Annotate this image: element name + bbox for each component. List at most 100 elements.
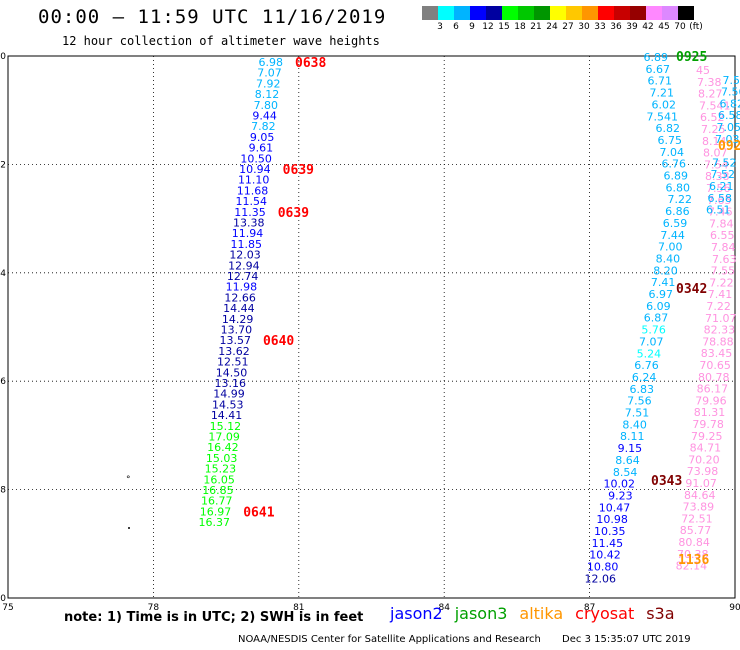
swh-value: 15.23 bbox=[205, 463, 237, 476]
swh-value: 10.50 bbox=[240, 152, 272, 165]
swh-value: 14.29 bbox=[222, 313, 254, 326]
swh-value: 15.12 bbox=[210, 420, 242, 433]
swh-value: 16.85 bbox=[202, 484, 234, 497]
color-swatch bbox=[630, 6, 646, 20]
swh-value: 14.99 bbox=[213, 388, 245, 401]
swh-value: 16.42 bbox=[207, 441, 239, 454]
page-subtitle: 12 hour collection of altimeter wave hei… bbox=[62, 34, 380, 48]
swh-value: 9.44 bbox=[252, 110, 277, 123]
color-scale-label: 3 bbox=[437, 22, 443, 32]
color-scale-label: 30 bbox=[578, 22, 590, 32]
swh-value: 6.71 bbox=[648, 75, 673, 88]
units-note: note: 1) Time is in UTC; 2) SWH is in fe… bbox=[64, 610, 364, 625]
swh-value: 7.03 bbox=[715, 133, 740, 146]
color-scale-label: 33 bbox=[594, 22, 606, 32]
swh-value: 10.02 bbox=[604, 478, 636, 491]
swh-value: 84.64 bbox=[684, 489, 716, 502]
pass-time-label: 0640 bbox=[263, 334, 294, 349]
swh-value: 9.15 bbox=[618, 442, 643, 455]
swh-value: 7.22 bbox=[709, 276, 734, 289]
latitude-tick-label: -34 bbox=[0, 269, 6, 279]
swh-value: 6.02 bbox=[652, 98, 677, 111]
pass-time-label: 0639 bbox=[283, 163, 314, 178]
swh-value: 16.97 bbox=[200, 505, 232, 518]
swh-value: 91.07 bbox=[685, 477, 717, 490]
longitude-tick-label: 78 bbox=[148, 603, 160, 613]
swh-value: 71.07 bbox=[705, 312, 737, 325]
pass-time-label: 0342 bbox=[676, 282, 707, 297]
swh-value: 7.82 bbox=[251, 120, 276, 133]
swh-value: 16.37 bbox=[199, 516, 231, 529]
swh-value: 6.51 bbox=[706, 204, 731, 217]
swh-value: 11.10 bbox=[238, 174, 270, 187]
island-mark: ° bbox=[126, 475, 131, 485]
longitude-tick-label: 90 bbox=[729, 603, 740, 613]
swh-value: 6.59 bbox=[663, 217, 688, 230]
swh-value: 14.50 bbox=[216, 366, 248, 379]
color-swatch bbox=[422, 6, 438, 20]
color-scale-label: 15 bbox=[498, 22, 510, 32]
swh-value: 80.78 bbox=[698, 371, 730, 384]
swh-value: 12.51 bbox=[217, 356, 249, 369]
swh-value: 17.09 bbox=[208, 431, 240, 444]
swh-value: 6.86 bbox=[665, 205, 690, 218]
color-swatch bbox=[550, 6, 566, 20]
footer: NOAA/NESDIS Center for Satellite Applica… bbox=[238, 634, 691, 645]
color-scale-label: 42 bbox=[642, 22, 654, 32]
footer-date: Dec 3 15:35:07 UTC 2019 bbox=[562, 634, 691, 645]
swh-value: 6.58 bbox=[708, 192, 733, 205]
swh-value: 6.82 bbox=[656, 122, 681, 135]
latitude-tick-label: -38 bbox=[0, 486, 6, 496]
swh-value: 73.98 bbox=[687, 465, 719, 478]
swh-value: 7.25 bbox=[701, 123, 726, 136]
swh-value: 14.41 bbox=[211, 409, 243, 422]
swh-value: 72.51 bbox=[681, 512, 713, 525]
color-scale-label: 39 bbox=[626, 22, 638, 32]
swh-value: 8.40 bbox=[622, 418, 647, 431]
swh-value: 6.58 bbox=[718, 109, 740, 122]
swh-value: 6.80 bbox=[666, 181, 691, 194]
swh-value: 7.21 bbox=[650, 87, 675, 100]
longitude-tick-label: 87 bbox=[584, 603, 595, 613]
swh-value: 10.47 bbox=[599, 501, 631, 514]
color-swatch bbox=[486, 6, 502, 20]
swh-value: 80.84 bbox=[678, 536, 710, 549]
swh-value: 7.41 bbox=[708, 288, 733, 301]
swh-value: 9.05 bbox=[250, 131, 275, 144]
color-swatch bbox=[582, 6, 598, 20]
swh-value: 10.35 bbox=[594, 525, 626, 538]
swh-value: 13.62 bbox=[218, 345, 250, 358]
color-swatch bbox=[534, 6, 550, 20]
swh-value: 6.21 bbox=[709, 180, 734, 193]
pass-time-label: 0641 bbox=[243, 505, 274, 520]
swh-value: 7.22 bbox=[706, 300, 731, 313]
swh-value: 12.06 bbox=[585, 572, 617, 585]
color-scale-bar bbox=[422, 6, 694, 21]
footer-org: NOAA/NESDIS Center for Satellite Applica… bbox=[238, 634, 541, 645]
legend-item-jason3: jason3 bbox=[454, 604, 508, 623]
swh-value: 8.07 bbox=[703, 147, 728, 160]
swh-value: 7.56 bbox=[627, 395, 652, 408]
swh-value: 8.12 bbox=[255, 88, 280, 101]
altika-partial-label: 0925 bbox=[718, 139, 740, 154]
swh-value: 12.74 bbox=[227, 270, 259, 283]
swh-value: 7.54 bbox=[704, 158, 729, 171]
swh-value: 82.33 bbox=[704, 324, 736, 337]
color-swatch bbox=[598, 6, 614, 20]
swh-value: 7.44 bbox=[660, 229, 685, 242]
swh-value: 11.94 bbox=[232, 227, 264, 240]
color-scale-label: 70 bbox=[674, 22, 686, 32]
swh-value: 6.97 bbox=[649, 288, 674, 301]
legend-item-cryosat: cryosat bbox=[575, 604, 635, 623]
swh-value: 8.40 bbox=[656, 252, 681, 265]
swh-value: 8.38 bbox=[705, 170, 730, 183]
swh-value: 12.94 bbox=[228, 259, 260, 272]
swh-value: 6.87 bbox=[644, 312, 669, 325]
color-swatch bbox=[470, 6, 486, 20]
color-swatch bbox=[614, 6, 630, 20]
swh-value: 11.85 bbox=[231, 238, 263, 251]
swh-value: 85.77 bbox=[680, 524, 712, 537]
pass-time-label: 0639 bbox=[278, 206, 309, 221]
longitude-tick-label: 75 bbox=[2, 603, 13, 613]
